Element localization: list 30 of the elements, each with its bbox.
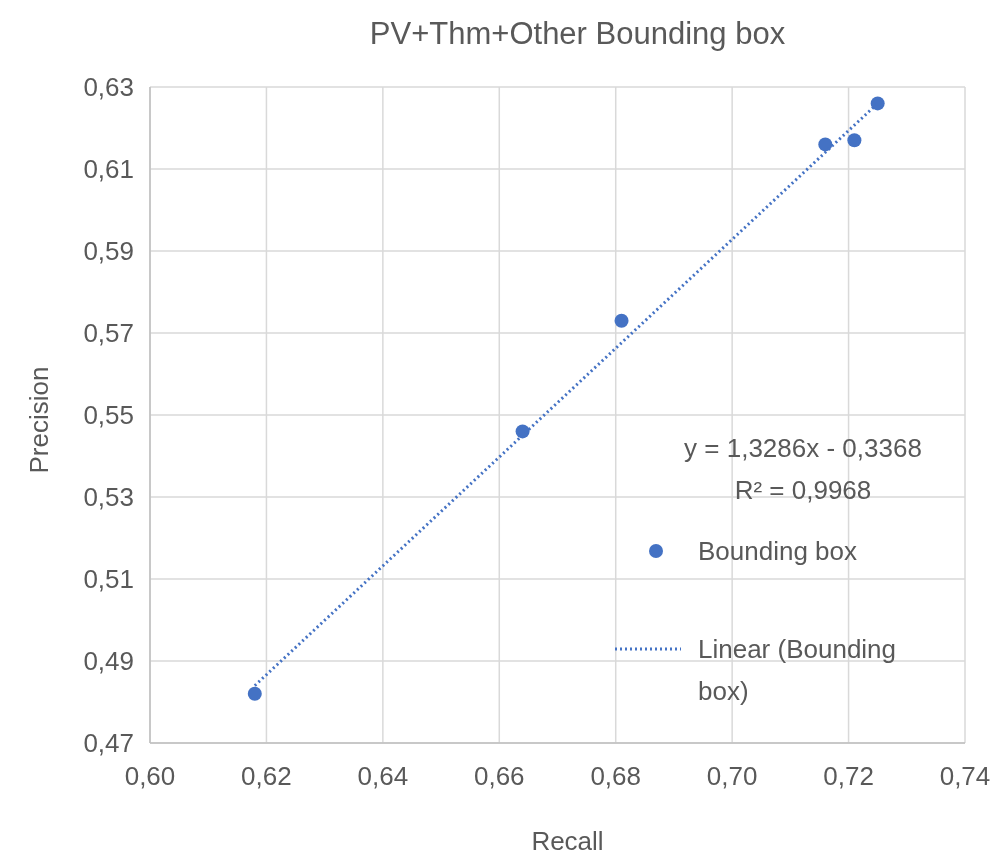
x-tick-label: 0,60 xyxy=(124,761,176,791)
y-tick-label: 0,55 xyxy=(83,400,134,430)
y-tick-label: 0,63 xyxy=(83,72,134,102)
point xyxy=(614,313,629,328)
point xyxy=(818,137,833,152)
x-axis-title: Recall xyxy=(531,826,604,855)
x-tick-label: 0,62 xyxy=(241,761,292,791)
y-tick-label: 0,49 xyxy=(83,646,134,676)
x-tick-label: 0,72 xyxy=(823,761,874,791)
point xyxy=(247,686,262,701)
y-tick-label: 0,47 xyxy=(83,728,134,758)
y-tick-label: 0,59 xyxy=(83,236,134,266)
point xyxy=(847,133,862,148)
x-tick-label: 0,64 xyxy=(357,761,409,791)
annotation: y = 1,3286x - 0,3368 xyxy=(684,433,922,463)
legend-label: Linear (Bounding box) xyxy=(698,634,897,706)
x-tick-label: 0,74 xyxy=(939,761,991,791)
y-tick-label: 0,53 xyxy=(83,482,134,512)
y-tick-label: 0,57 xyxy=(83,318,134,348)
x-tick-label: 0,68 xyxy=(590,761,642,791)
y-tick-label: 0,61 xyxy=(83,154,134,184)
point xyxy=(870,96,885,111)
y-tick-label: 0,51 xyxy=(83,564,134,594)
legend-label: Bounding box xyxy=(698,536,858,566)
y-axis-title: Precision xyxy=(24,366,54,474)
chart-title: PV+Thm+Other Bounding box xyxy=(369,16,786,51)
x-tick-label: 0,70 xyxy=(706,761,758,791)
x-tick-label: 0,66 xyxy=(473,761,525,791)
point xyxy=(515,424,530,439)
annotation: R² = 0,9968 xyxy=(734,475,872,505)
